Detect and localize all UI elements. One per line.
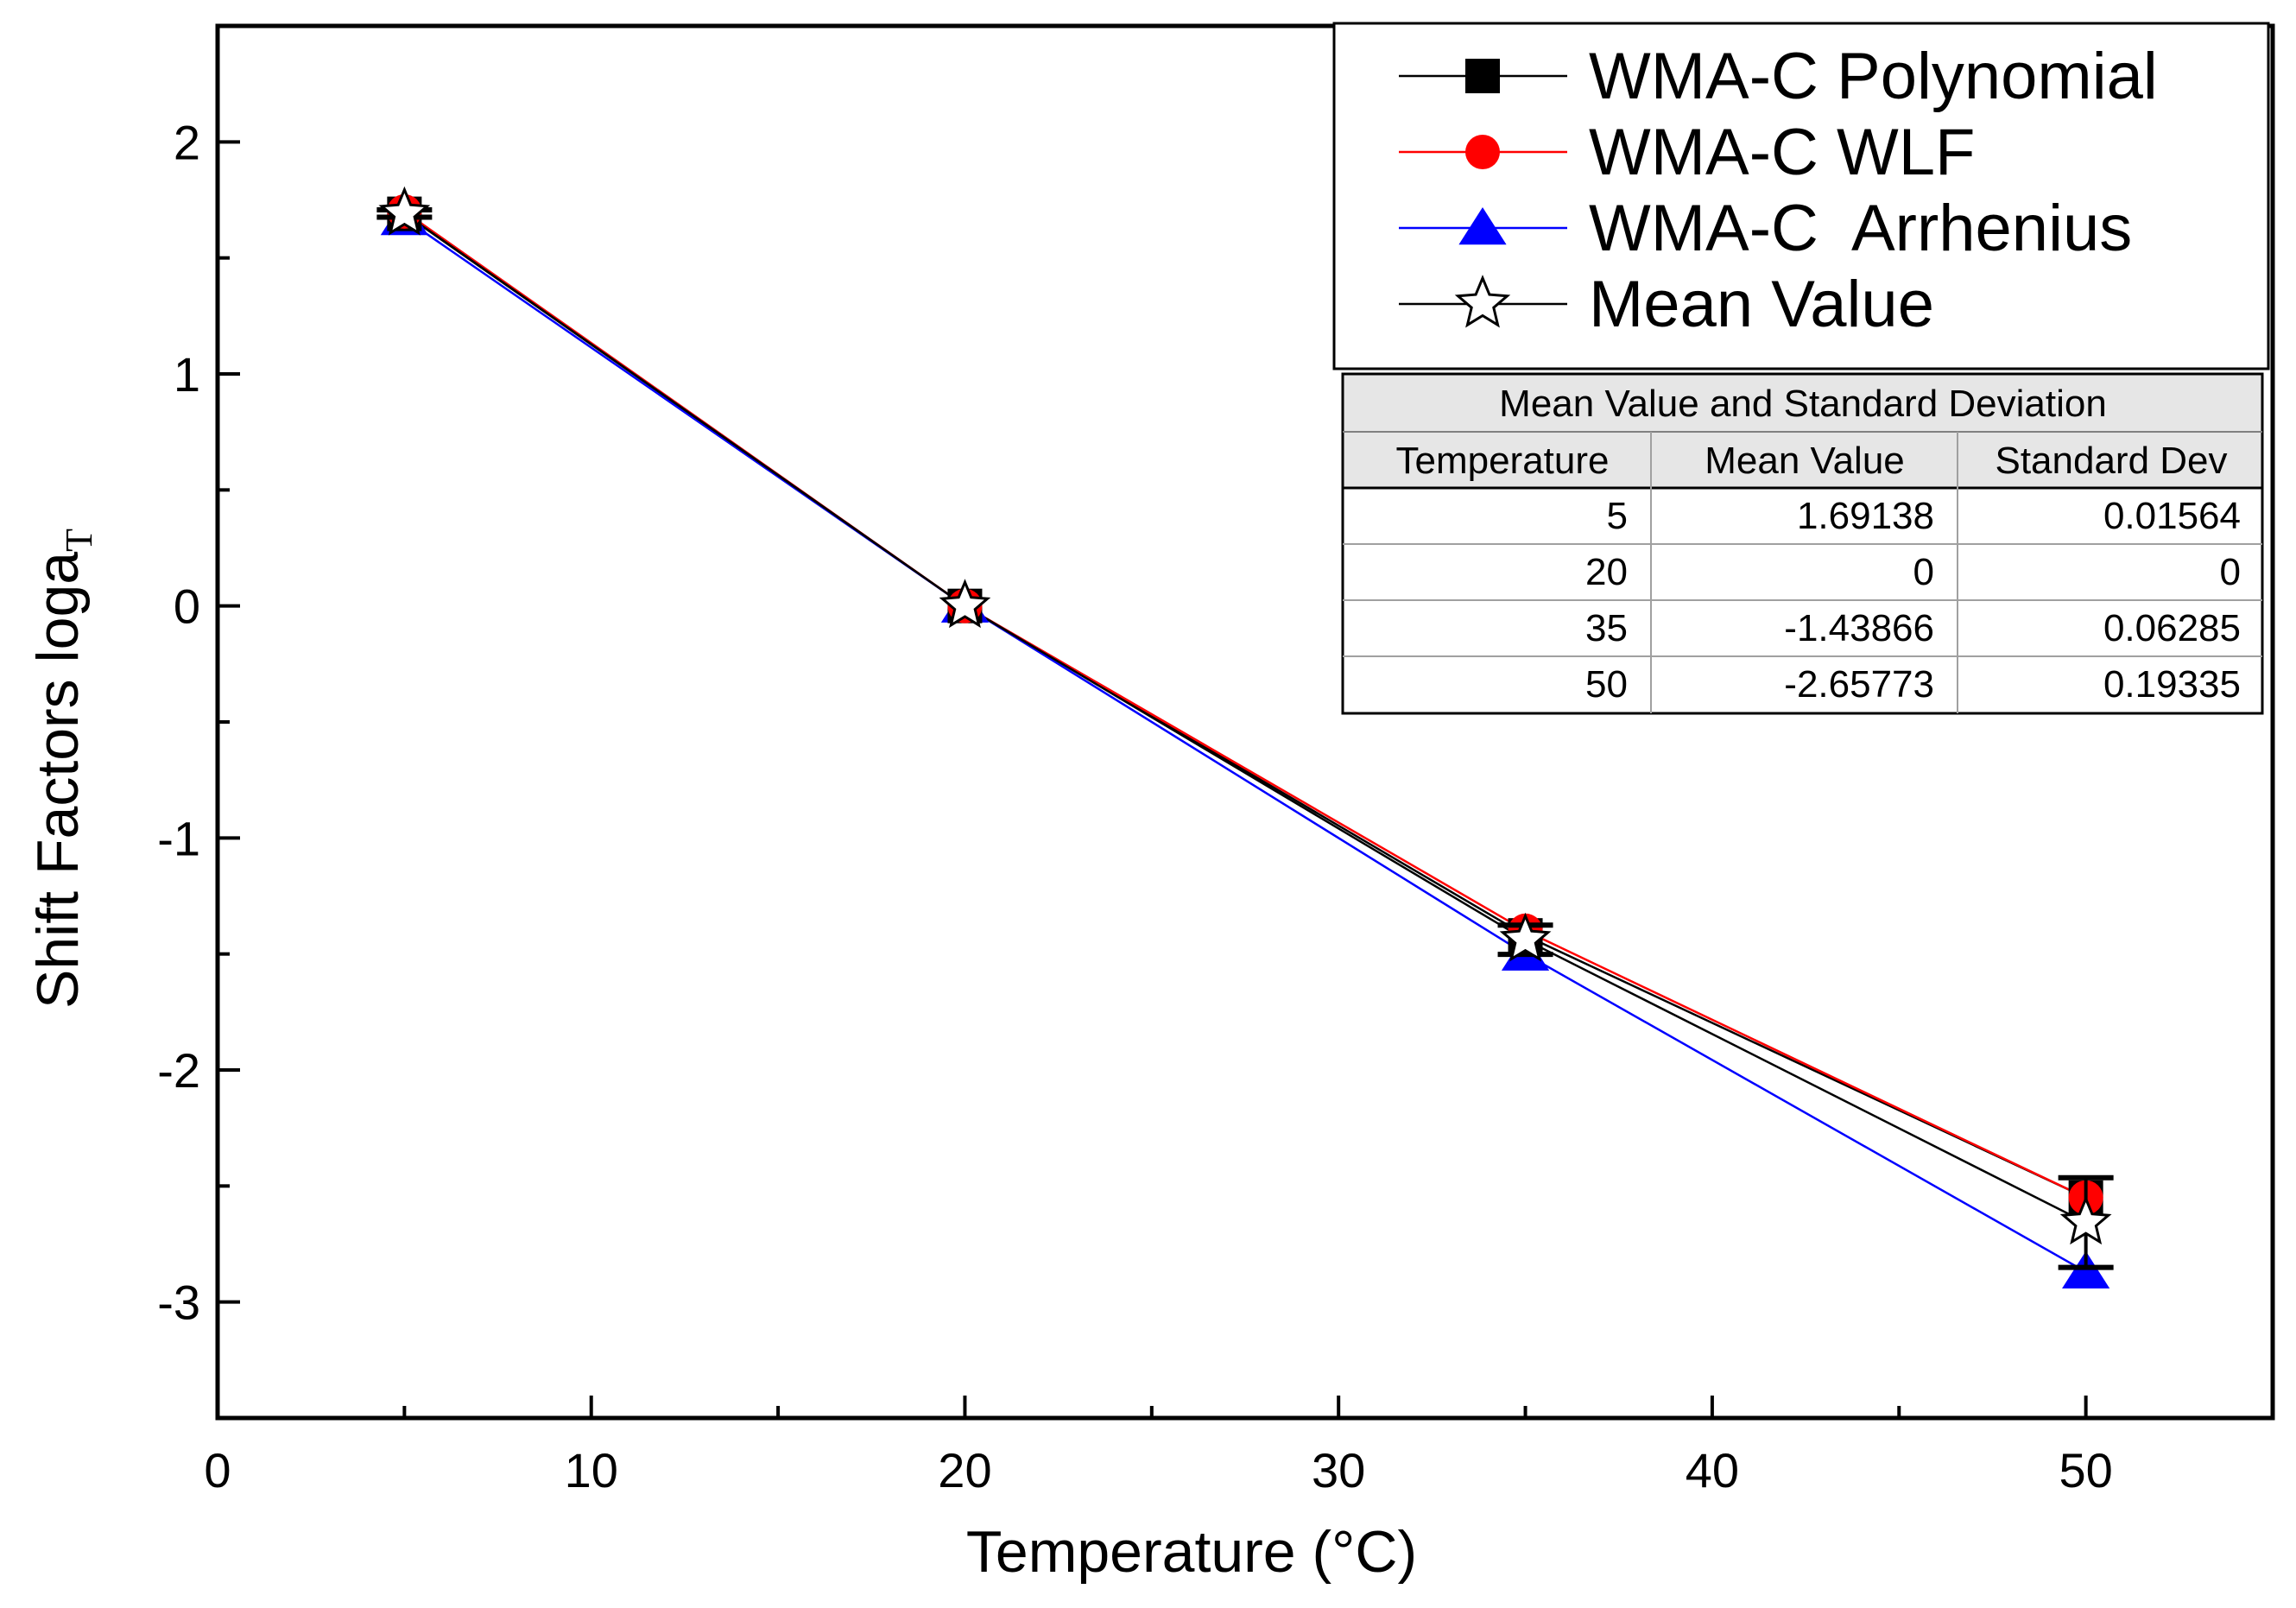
plot-frame <box>215 23 2275 1421</box>
table-cell: 50 <box>1585 663 1628 706</box>
y-tick-label: 0 <box>174 579 200 634</box>
legend-marker-wma-c-wlf <box>1465 135 1500 169</box>
stats-table: Mean Value and Standard Deviation Temper… <box>1341 372 2264 715</box>
mean-value-point <box>939 579 991 629</box>
legend-marker-mean-value <box>1454 275 1511 328</box>
table-cell: 0 <box>1913 551 1934 593</box>
table-cell: 1.69138 <box>1797 495 1934 537</box>
x-tick-label: 0 <box>204 1443 231 1497</box>
legend-label: WMA-C Arrhenius <box>1589 192 2132 265</box>
mean-value-point <box>378 186 431 236</box>
table-header-temperature: Temperature <box>1395 440 1609 482</box>
table-cell: 35 <box>1585 607 1628 649</box>
table-cell: 20 <box>1585 551 1628 593</box>
legend-marker-wma-c-arrhenius <box>1458 207 1507 245</box>
table-cell: -2.65773 <box>1784 663 1934 706</box>
legend-label: WMA-C Polynomial <box>1589 40 2158 113</box>
x-tick-label: 30 <box>1312 1443 1365 1497</box>
table-header-std: Standard Dev <box>1995 440 2227 482</box>
series-line <box>403 217 2087 1273</box>
y-tick-label: -2 <box>157 1043 200 1098</box>
y-axis-label: Shift Factors logaT <box>25 529 100 1009</box>
legend-label: Mean Value <box>1589 268 1934 341</box>
y-tick-label: -1 <box>157 811 200 865</box>
y-tick-label: 1 <box>174 347 200 402</box>
legend-marker-wma-c-polynomial <box>1465 59 1500 93</box>
y-tick-label: 2 <box>174 115 200 169</box>
mean-value-point <box>1499 912 1552 962</box>
x-axis-label: Temperature (°C) <box>966 1519 1417 1585</box>
table-header-bg <box>1343 432 2262 488</box>
table-cell: 0.19335 <box>2103 663 2241 706</box>
table-cell: 0.01564 <box>2103 495 2241 537</box>
y-axis-label-subscript: T <box>58 529 100 552</box>
table-cell: 0.06285 <box>2103 607 2241 649</box>
legend-label: WMA-C WLF <box>1589 116 1975 189</box>
series-line <box>403 212 2087 1224</box>
x-tick-label: 40 <box>1686 1443 1739 1497</box>
x-tick-label: 20 <box>938 1443 991 1497</box>
table-title: Mean Value and Standard Deviation <box>1499 383 2107 425</box>
table-title-bg <box>1343 374 2262 432</box>
x-tick-label: 10 <box>565 1443 618 1497</box>
x-tick-label: 50 <box>2059 1443 2112 1497</box>
table-cell: 0 <box>2220 551 2241 593</box>
table-cell: -1.43866 <box>1784 607 1934 649</box>
y-tick-label: -3 <box>157 1276 200 1330</box>
table-cell: 5 <box>1607 495 1628 537</box>
y-axis-label-main: Shift Factors loga <box>25 552 91 1009</box>
table-header-mean: Mean Value <box>1705 440 1905 482</box>
mean-value-point <box>2059 1195 2112 1245</box>
